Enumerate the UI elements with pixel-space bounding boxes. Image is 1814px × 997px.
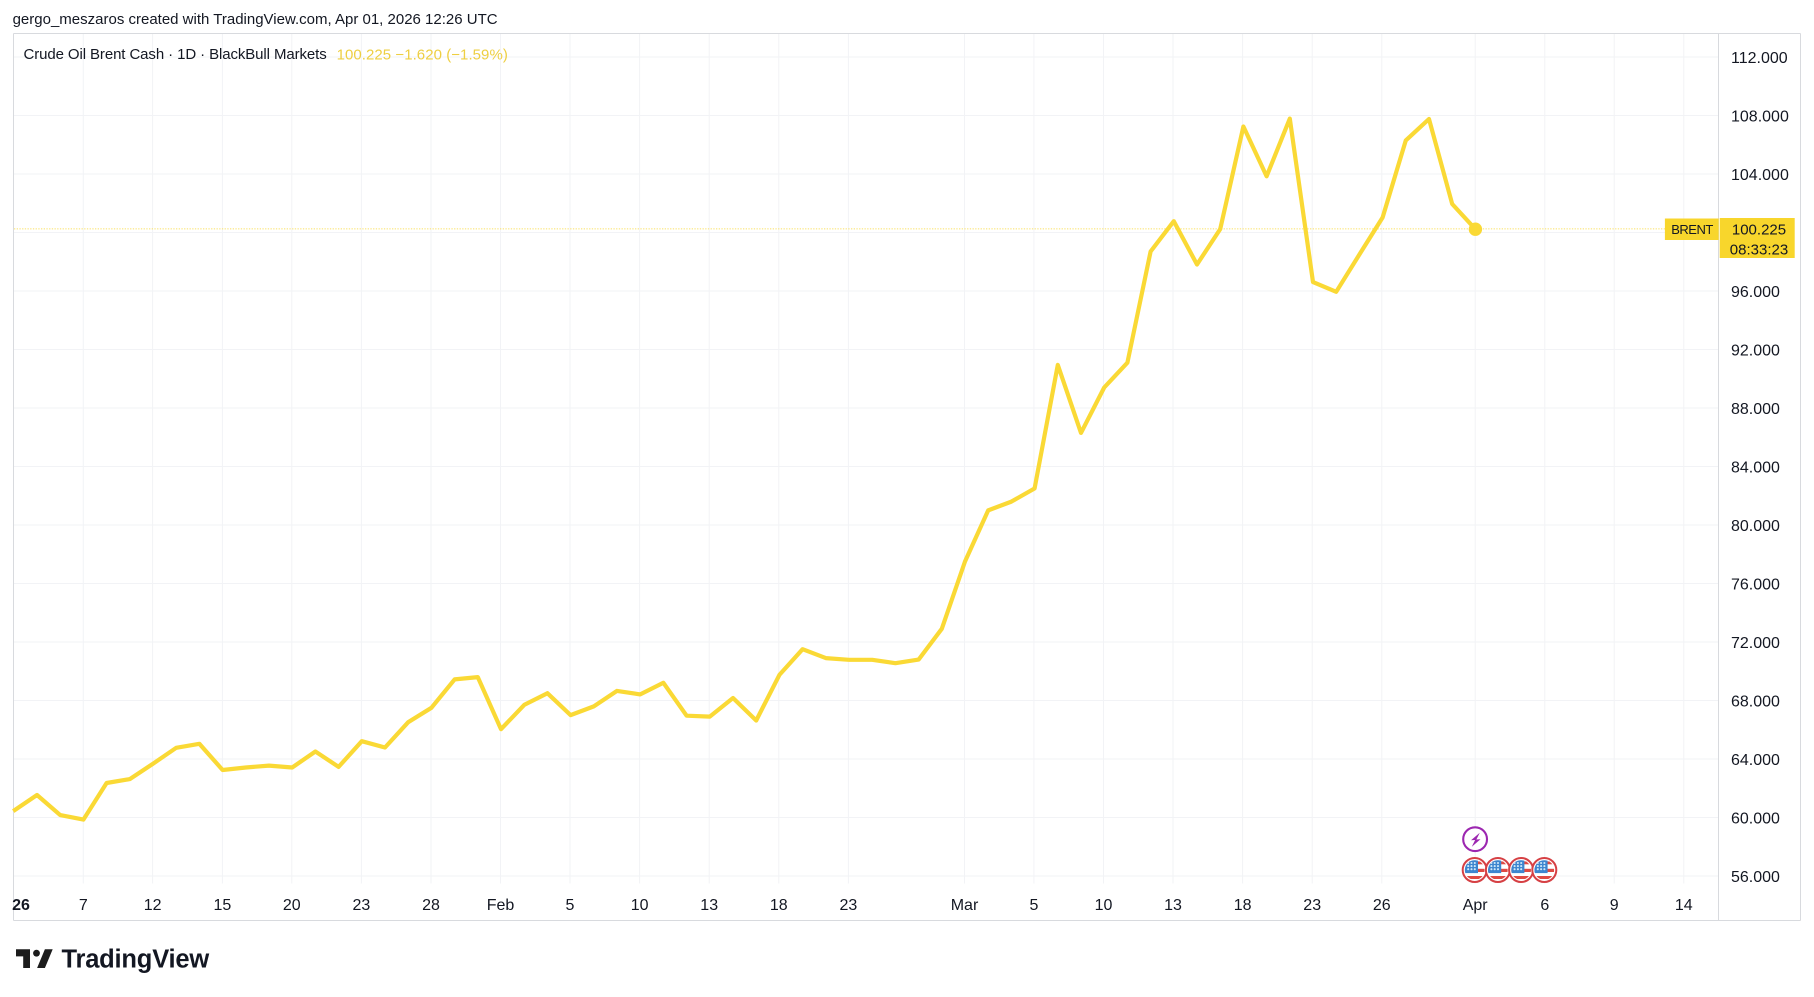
svg-text:5: 5 bbox=[1029, 897, 1038, 914]
svg-text:7: 7 bbox=[79, 897, 88, 914]
svg-text:76.000: 76.000 bbox=[1731, 577, 1780, 594]
svg-text:56.000: 56.000 bbox=[1731, 869, 1780, 886]
svg-text:13: 13 bbox=[700, 897, 718, 914]
svg-text:112.000: 112.000 bbox=[1731, 50, 1788, 67]
svg-text:100.225 −1.620 (−1.59%): 100.225 −1.620 (−1.59%) bbox=[337, 47, 508, 64]
svg-text:Mar: Mar bbox=[951, 897, 979, 914]
svg-text:84.000: 84.000 bbox=[1731, 460, 1780, 477]
svg-text:Feb: Feb bbox=[487, 897, 515, 914]
svg-text:Crude Oil Brent Cash · 1D · Bl: Crude Oil Brent Cash · 1D · BlackBull Ma… bbox=[24, 46, 327, 63]
svg-text:BRENT: BRENT bbox=[1671, 222, 1713, 237]
svg-text:10: 10 bbox=[631, 897, 649, 914]
svg-text:TradingView: TradingView bbox=[62, 946, 210, 974]
svg-text:Apr: Apr bbox=[1463, 897, 1489, 914]
svg-text:15: 15 bbox=[214, 897, 232, 914]
svg-text:12: 12 bbox=[144, 897, 162, 914]
svg-text:80.000: 80.000 bbox=[1731, 518, 1780, 535]
svg-text:20: 20 bbox=[283, 897, 301, 914]
svg-text:108.000: 108.000 bbox=[1731, 109, 1789, 126]
svg-text:23: 23 bbox=[353, 897, 371, 914]
svg-text:18: 18 bbox=[770, 897, 788, 914]
svg-text:13: 13 bbox=[1164, 897, 1182, 914]
svg-text:26: 26 bbox=[12, 897, 30, 914]
svg-text:23: 23 bbox=[1303, 897, 1321, 914]
svg-text:gergo_meszaros created with Tr: gergo_meszaros created with TradingView.… bbox=[13, 11, 498, 28]
svg-text:28: 28 bbox=[422, 897, 440, 914]
svg-text:104.000: 104.000 bbox=[1731, 167, 1789, 184]
svg-text:92.000: 92.000 bbox=[1731, 343, 1780, 360]
svg-text:14: 14 bbox=[1675, 897, 1693, 914]
svg-text:64.000: 64.000 bbox=[1731, 752, 1780, 769]
svg-text:6: 6 bbox=[1540, 897, 1549, 914]
svg-text:23: 23 bbox=[840, 897, 858, 914]
svg-text:68.000: 68.000 bbox=[1731, 694, 1780, 711]
svg-text:100.225: 100.225 bbox=[1732, 221, 1786, 238]
svg-text:10: 10 bbox=[1095, 897, 1113, 914]
svg-text:26: 26 bbox=[1373, 897, 1391, 914]
svg-text:72.000: 72.000 bbox=[1731, 635, 1780, 652]
svg-text:96.000: 96.000 bbox=[1731, 284, 1780, 301]
svg-text:08:33:23: 08:33:23 bbox=[1730, 242, 1788, 259]
svg-text:60.000: 60.000 bbox=[1731, 811, 1780, 828]
svg-text:18: 18 bbox=[1234, 897, 1252, 914]
svg-text:9: 9 bbox=[1610, 897, 1619, 914]
svg-text:88.000: 88.000 bbox=[1731, 401, 1780, 418]
svg-text:5: 5 bbox=[566, 897, 575, 914]
